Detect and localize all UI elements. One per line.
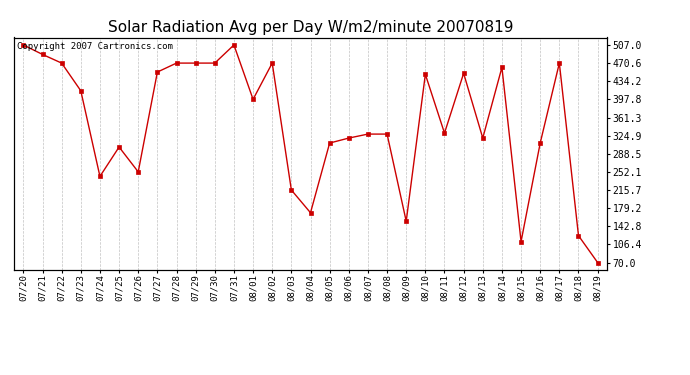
Text: Copyright 2007 Cartronics.com: Copyright 2007 Cartronics.com [17, 42, 172, 51]
Title: Solar Radiation Avg per Day W/m2/minute 20070819: Solar Radiation Avg per Day W/m2/minute … [108, 20, 513, 35]
